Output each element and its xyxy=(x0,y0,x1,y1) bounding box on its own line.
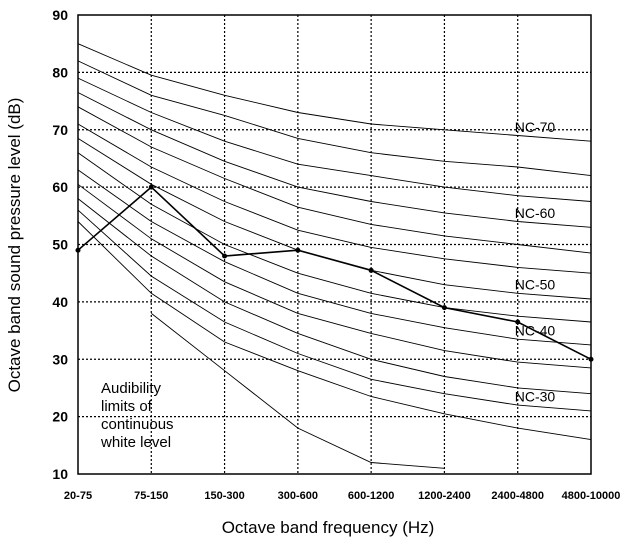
annotation-line-2: limits of xyxy=(101,398,153,415)
series-point xyxy=(515,319,521,325)
series-point xyxy=(441,305,447,311)
annotation-line-1: Audibility xyxy=(101,380,162,397)
annotation-text: Audibility limits of continuous white le… xyxy=(100,380,178,451)
nc-curve xyxy=(77,77,592,202)
nc-curve xyxy=(77,198,592,395)
x-tick-label: 4800-10000 xyxy=(562,490,621,502)
series-line xyxy=(77,186,592,361)
nc-curve xyxy=(77,92,592,228)
x-tick-labels: 20-75 75-150 150-300 300-600 600-1200 1200-24… xyxy=(64,490,620,502)
x-tick-label: 600-1200 xyxy=(348,490,395,502)
x-tick-label: 300-600 xyxy=(278,490,318,502)
y-tick-label: 50 xyxy=(52,237,68,253)
measured-series xyxy=(75,184,594,362)
nc-curve xyxy=(77,221,592,441)
y-tick-label: 90 xyxy=(52,7,68,23)
nc-curves xyxy=(77,43,592,469)
nc-curve xyxy=(77,60,592,177)
series-point xyxy=(295,247,301,253)
nc-curve xyxy=(77,209,592,412)
series-point xyxy=(222,253,228,259)
y-tick-label: 80 xyxy=(52,64,68,80)
nc-curve-label: NC-30 xyxy=(515,389,556,405)
nc-curve-labels: NC-70 NC-60 NC-50 NC-40 NC-30 xyxy=(515,119,556,405)
y-tick-label: 40 xyxy=(52,294,68,310)
nc-curve xyxy=(151,313,445,469)
annotation-line-3: continuous xyxy=(101,416,174,433)
nc-curve xyxy=(77,183,592,369)
y-tick-label: 10 xyxy=(52,466,68,482)
nc-curve-label: NC-60 xyxy=(515,205,556,221)
x-axis-title: Octave band frequency (Hz) xyxy=(222,518,435,537)
nc-curve xyxy=(77,169,592,346)
nc-curve-label: NC-50 xyxy=(515,277,556,293)
series-point xyxy=(368,267,374,273)
x-tick-label: 20-75 xyxy=(64,490,92,502)
y-tick-label: 30 xyxy=(52,351,68,367)
nc-curve xyxy=(77,123,592,274)
y-tick-label: 20 xyxy=(52,409,68,425)
y-tick-label: 70 xyxy=(52,122,68,138)
y-tick-labels: 10 20 30 40 50 60 70 80 90 xyxy=(52,7,68,482)
x-tick-label: 2400-4800 xyxy=(491,490,544,502)
plot-frame xyxy=(77,14,592,475)
nc-curve-label: NC-70 xyxy=(515,119,556,135)
y-tick-label: 60 xyxy=(52,179,68,195)
y-axis-title: Octave band sound pressure level (dB) xyxy=(5,98,24,393)
nc-curve-label: NC-40 xyxy=(515,323,556,339)
x-tick-label: 75-150 xyxy=(134,490,168,502)
nc-curve xyxy=(77,106,592,254)
series-point xyxy=(148,184,154,190)
annotation-line-4: white level xyxy=(100,434,171,451)
x-tick-label: 1200-2400 xyxy=(418,490,471,502)
nc-curve xyxy=(77,43,592,142)
x-tick-label: 150-300 xyxy=(204,490,244,502)
nc-curve xyxy=(77,152,592,323)
